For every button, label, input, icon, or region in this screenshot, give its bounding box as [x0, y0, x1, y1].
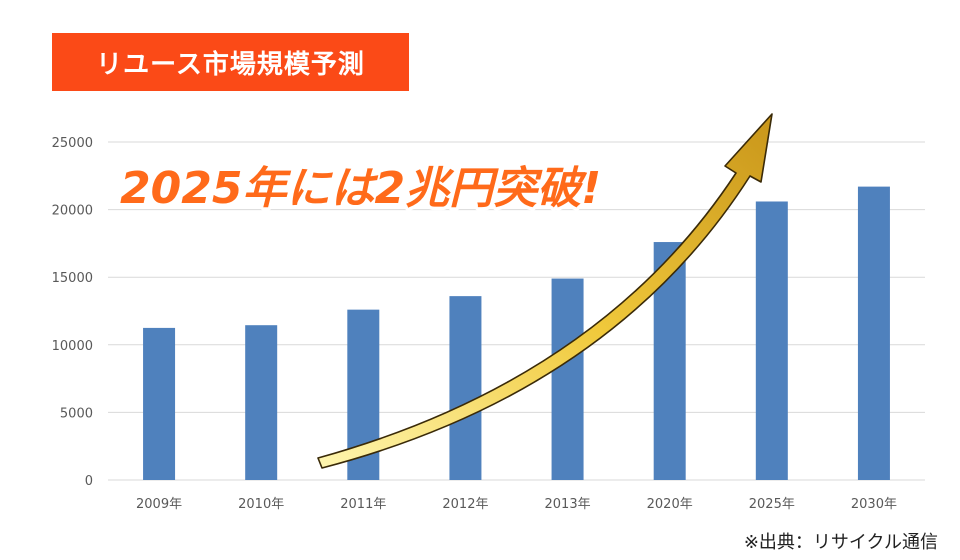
y-tick-label: 25000 [52, 136, 93, 151]
x-tick-label: 2020年 [647, 497, 693, 512]
callout-text: 2025年には2兆円突破! [120, 163, 601, 214]
x-tick-label: 2010年 [238, 497, 284, 512]
y-tick-label: 0 [85, 474, 93, 489]
x-tick-label: 2025年 [749, 497, 795, 512]
bar [449, 296, 482, 480]
y-axis-ticks: 0 5000 10000 15000 20000 25000 [52, 136, 93, 489]
x-tick-label: 2009年 [136, 497, 182, 512]
growth-arrow [317, 113, 773, 469]
bar [857, 186, 890, 480]
title-banner: リユース市場規模予測 [52, 33, 409, 91]
y-tick-label: 10000 [52, 339, 93, 354]
gridlines [108, 141, 925, 481]
y-tick-label: 20000 [52, 204, 93, 219]
bar [143, 327, 176, 480]
bar [755, 201, 788, 480]
source-note: ※出典：リサイクル通信 [743, 532, 938, 553]
chart-title: リユース市場規模予測 [96, 49, 365, 80]
bars [143, 186, 890, 480]
x-axis-ticks: 2009年 2010年 2011年 2012年 2013年 2020年 2025年 2030年 [136, 497, 897, 512]
x-tick-label: 2011年 [340, 497, 386, 512]
y-tick-label: 15000 [52, 271, 93, 286]
bar [245, 325, 278, 480]
x-tick-label: 2012年 [442, 497, 488, 512]
bar [551, 278, 584, 480]
x-tick-label: 2030年 [851, 497, 897, 512]
y-tick-label: 5000 [60, 406, 93, 421]
x-tick-label: 2013年 [545, 497, 591, 512]
